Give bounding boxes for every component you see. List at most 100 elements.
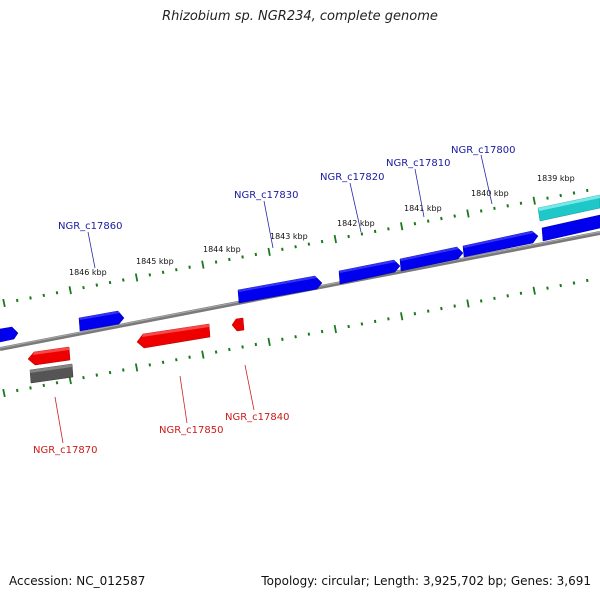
scale-tick: [228, 347, 231, 352]
scale-tick: [134, 363, 139, 372]
scale-tick: [373, 319, 377, 324]
scale-tick: [519, 201, 523, 205]
scale-tick: [55, 291, 59, 295]
scale-tick: [2, 298, 6, 308]
rna-gene[interactable]: [537, 194, 600, 222]
scale-tick: [214, 260, 218, 264]
scale-tick: [281, 337, 284, 341]
gene-label-ngr-c17820[interactable]: NGR_c17820: [320, 172, 385, 183]
scale-tick: [148, 273, 152, 277]
scale-tick: [586, 278, 589, 283]
scale-tick: [519, 291, 523, 295]
scale-tick: [360, 322, 364, 326]
scale-tick: [586, 188, 589, 193]
scale-tick: [2, 388, 6, 398]
scale-tick: [400, 312, 404, 321]
scale-tick: [546, 196, 549, 200]
reverse-gene[interactable]: [136, 323, 211, 349]
scale-tick: [426, 219, 430, 223]
scale-tick: [440, 306, 443, 311]
scale-tick: [453, 304, 456, 308]
scale-tick: [29, 386, 32, 390]
scale-tick: [108, 280, 112, 285]
scale-tick: [307, 242, 311, 246]
scale-tick: [122, 368, 125, 372]
scale-tick: [466, 209, 470, 218]
scale-tick: [333, 324, 337, 334]
scale-tick: [559, 283, 562, 288]
kbp-label-1844: 1844 kbp: [203, 245, 241, 254]
scale-tick: [267, 337, 271, 346]
scale-tick: [320, 329, 324, 334]
kbp-label-1839: 1839 kbp: [537, 174, 575, 183]
reverse-tick-track: [2, 278, 589, 398]
scale-tick: [294, 335, 297, 339]
reverse-gene[interactable]: [231, 317, 245, 332]
scale-tick: [413, 312, 417, 316]
scale-tick: [572, 281, 576, 285]
scale-tick: [413, 222, 417, 226]
scale-tick: [95, 373, 99, 377]
gene-label-ngr-c17830[interactable]: NGR_c17830: [234, 190, 299, 201]
scale-tick: [294, 245, 297, 249]
scale-tick: [387, 317, 390, 321]
scale-tick: [188, 265, 191, 269]
gene-label-ngr-c17870[interactable]: NGR_c17870: [33, 445, 98, 456]
scale-tick: [95, 283, 99, 287]
forward-tick-track: [2, 188, 589, 308]
gene-label-ngr-c17810[interactable]: NGR_c17810: [386, 158, 451, 169]
scale-tick: [42, 293, 46, 298]
forward-gene[interactable]: [541, 214, 600, 242]
scale-tick: [68, 286, 72, 295]
scale-tick: [161, 360, 165, 364]
scale-tick: [532, 196, 536, 205]
scale-tick: [16, 388, 19, 393]
scale-tick: [175, 358, 178, 362]
scale-tick: [254, 252, 258, 257]
scale-tick: [493, 296, 496, 300]
scale-tick: [55, 381, 59, 385]
gene-label-ngr-c17860[interactable]: NGR_c17860: [58, 221, 123, 232]
kbp-label-1841: 1841 kbp: [404, 204, 442, 213]
kbp-label-1846: 1846 kbp: [69, 268, 107, 277]
kbp-label-1842: 1842 kbp: [337, 219, 375, 228]
gene-label-ngr-c17800[interactable]: NGR_c17800: [451, 145, 516, 156]
scale-tick: [532, 286, 536, 295]
gene-label-ngr-c17850[interactable]: NGR_c17850: [159, 425, 224, 436]
scale-tick: [201, 350, 205, 359]
scale-tick: [453, 214, 456, 218]
scale-tick: [320, 239, 324, 244]
accession-text: Accession: NC_012587: [9, 574, 146, 588]
scale-tick: [175, 268, 178, 272]
scale-tick: [466, 299, 470, 308]
scale-tick: [281, 247, 284, 251]
scale-tick: [360, 232, 364, 236]
forward-gene[interactable]: [338, 259, 401, 285]
scale-tick: [122, 278, 125, 282]
scale-tick: [347, 324, 350, 329]
scale-tick: [148, 363, 152, 367]
scale-tick: [559, 193, 562, 198]
forward-gene[interactable]: [0, 326, 19, 343]
scale-tick: [400, 222, 404, 231]
scale-tick: [241, 345, 244, 349]
scale-tick: [479, 209, 483, 213]
scale-tick: [108, 370, 112, 375]
scale-tick: [161, 270, 165, 274]
scale-tick: [493, 206, 496, 210]
scale-tick: [134, 273, 139, 282]
scale-tick: [506, 294, 509, 298]
scale-tick: [387, 227, 390, 231]
kbp-label-1843: 1843 kbp: [270, 232, 308, 241]
scale-tick: [572, 191, 576, 195]
gene-label-ngr-c17840[interactable]: NGR_c17840: [225, 412, 290, 423]
scale-tick: [201, 260, 205, 269]
scale-tick: [347, 234, 350, 239]
scale-tick: [82, 375, 85, 380]
scale-tick: [479, 299, 483, 303]
scale-tick: [214, 350, 218, 354]
scale-tick: [440, 216, 443, 221]
scale-tick: [546, 286, 549, 290]
scale-tick: [333, 234, 337, 244]
